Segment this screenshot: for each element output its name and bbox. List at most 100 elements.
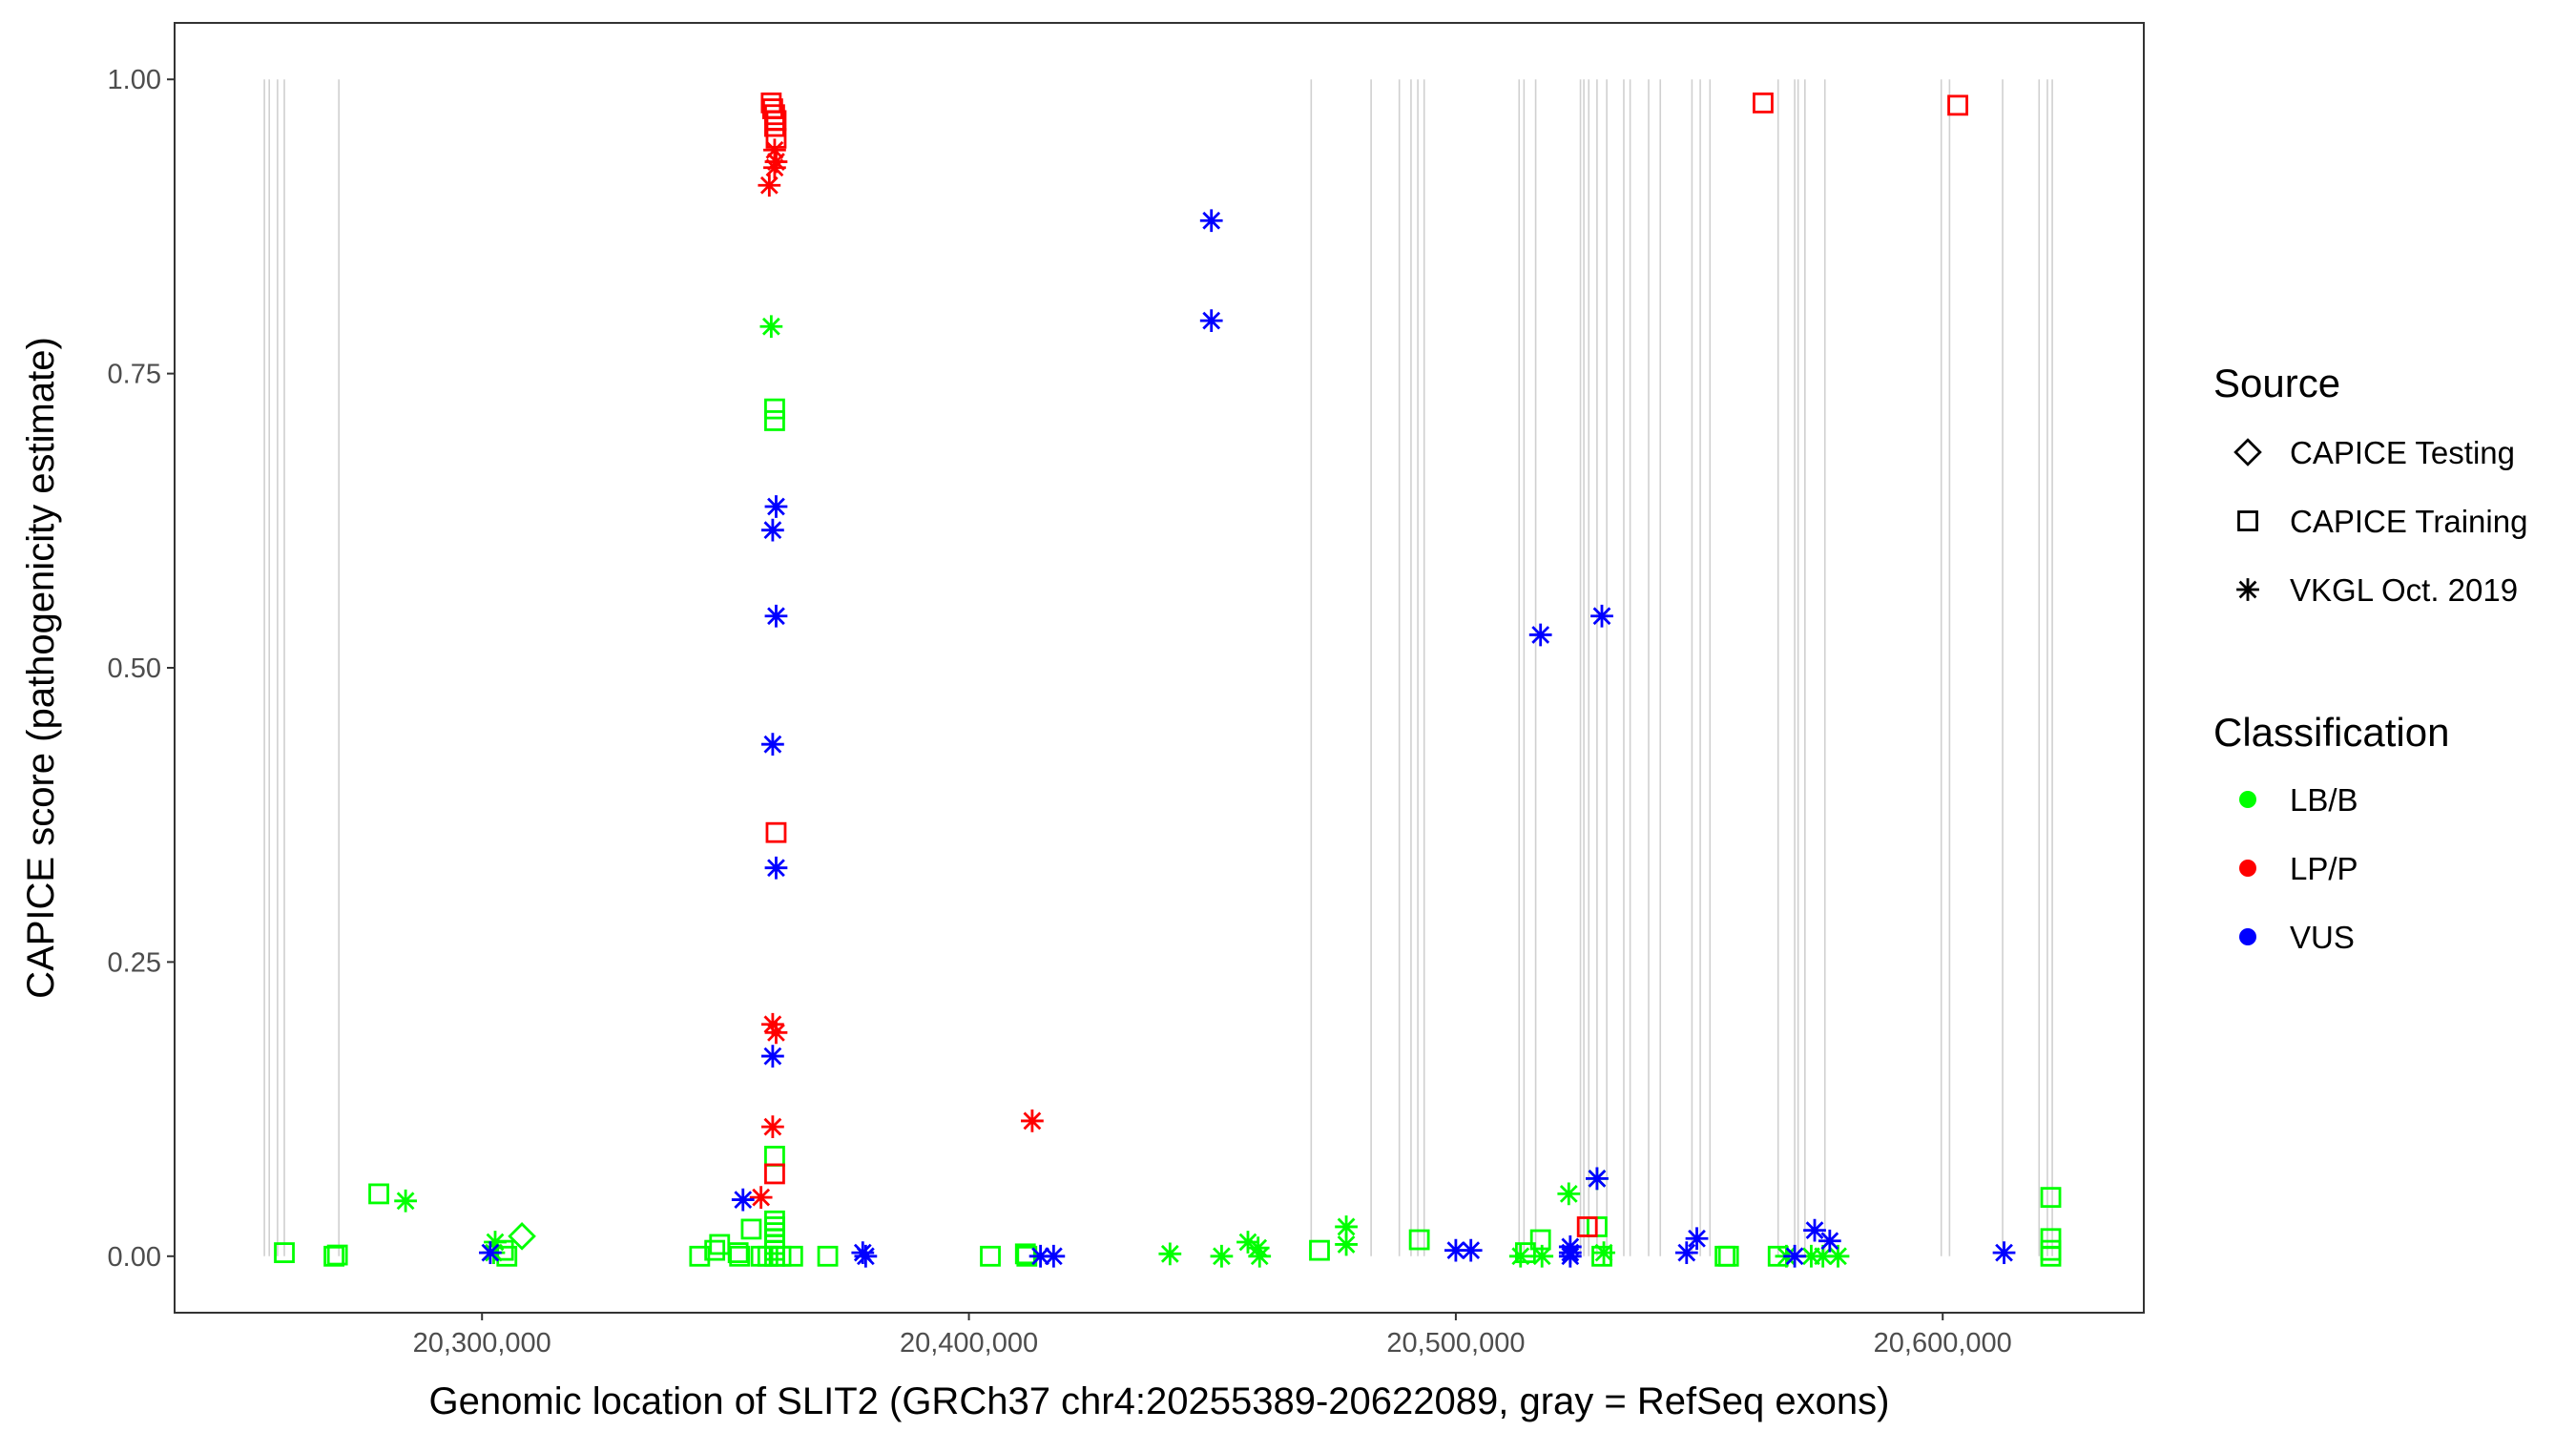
legend-classification-item: VUS [2290, 920, 2355, 955]
legend-source-item: CAPICE Testing [2290, 435, 2515, 470]
data-point-square [2040, 1187, 2062, 1209]
data-point-square [770, 1245, 792, 1267]
data-point-asterisk [749, 1186, 773, 1209]
data-point-asterisk [1592, 1241, 1615, 1264]
data-point-square [817, 1245, 839, 1267]
y-tick-label: 0.75 [108, 360, 161, 390]
data-point-square [2040, 1245, 2062, 1267]
data-point-asterisk [1674, 1241, 1698, 1264]
data-point-asterisk [479, 1241, 502, 1264]
data-point-square [727, 1242, 749, 1263]
data-point-asterisk [1335, 1233, 1358, 1256]
legend-classification-item: LP/P [2290, 851, 2358, 886]
data-point-asterisk [764, 150, 788, 174]
data-point-square [764, 410, 785, 431]
data-point-square [689, 1245, 711, 1267]
data-point-square [740, 1218, 762, 1240]
data-point-asterisk [484, 1231, 507, 1254]
data-point-square [764, 398, 785, 420]
legend-classification-item: LB/B [2290, 782, 2358, 818]
data-point-square [1947, 94, 1968, 116]
data-point-asterisk [1199, 309, 1223, 332]
legend-dot-icon [2239, 928, 2256, 945]
data-point-asterisk [1992, 1241, 2016, 1264]
data-point-asterisk [761, 1045, 784, 1068]
data-point-asterisk [763, 156, 786, 179]
x-tick-label: 20,400,000 [900, 1328, 1038, 1358]
data-point-diamond [508, 1222, 536, 1251]
legend-dot-icon [2239, 860, 2256, 877]
data-point-asterisk [1042, 1244, 1066, 1268]
data-point-asterisk [731, 1188, 755, 1212]
data-point-asterisk [1803, 1218, 1826, 1242]
data-point-square [729, 1245, 751, 1267]
data-point-asterisk [1459, 1238, 1483, 1262]
legend-source-item: CAPICE Training [2290, 504, 2527, 539]
legend-source-item: VKGL Oct. 2019 [2290, 572, 2518, 608]
data-point-asterisk [1444, 1238, 1467, 1262]
data-point-asterisk [1685, 1227, 1709, 1251]
data-point-asterisk [764, 856, 788, 880]
data-point-asterisk [759, 315, 783, 339]
data-point-asterisk [1210, 1244, 1234, 1268]
data-point-asterisk [1246, 1236, 1270, 1260]
data-point-square [368, 1183, 389, 1205]
data-point-square [1717, 1245, 1739, 1267]
data-point-square [757, 1245, 779, 1267]
data-point-square [764, 1163, 785, 1185]
x-axis-title: Genomic location of SLIT2 (GRCh37 chr4:2… [429, 1380, 1890, 1422]
legend: Source CAPICE Testing CAPICE Training VKGL… [2213, 361, 2527, 955]
data-point-asterisk [854, 1244, 878, 1268]
y-tick-label: 1.00 [108, 65, 161, 95]
data-point-square [274, 1242, 295, 1263]
data-point-square [704, 1239, 726, 1261]
data-point-asterisk [1528, 623, 1552, 647]
data-point-asterisk [1248, 1244, 1272, 1268]
legend-asterisk-icon [2236, 578, 2259, 601]
data-point-asterisk [1818, 1229, 1841, 1253]
data-point-asterisk [1236, 1231, 1259, 1254]
data-point-square [1309, 1239, 1330, 1261]
data-point-asterisk [761, 1115, 784, 1138]
data-point-asterisk [1508, 1244, 1532, 1268]
x-tick-label: 20,600,000 [1874, 1328, 2012, 1358]
y-tick-label: 0.00 [108, 1242, 161, 1273]
data-point-asterisk [761, 518, 784, 542]
data-point-asterisk [1028, 1244, 1052, 1268]
data-point-square [764, 104, 785, 126]
legend-square-icon [2237, 510, 2258, 531]
data-point-square [781, 1245, 803, 1267]
data-point-asterisk [761, 1012, 784, 1036]
data-point-asterisk [394, 1189, 417, 1213]
data-point-asterisk [1021, 1110, 1044, 1132]
data-point-asterisk [761, 733, 784, 757]
x-tick-label: 20,500,000 [1386, 1328, 1525, 1358]
data-point-square [980, 1245, 1001, 1267]
exon-lines [263, 79, 2053, 1256]
y-axis: 0.00 0.25 0.50 0.75 1.00 [108, 65, 175, 1273]
data-point-asterisk [764, 495, 788, 518]
data-point-asterisk [1530, 1244, 1554, 1268]
data-point-square [1408, 1229, 1430, 1251]
data-point-asterisk [1558, 1244, 1582, 1268]
data-point-asterisk [1811, 1244, 1835, 1268]
data-point-square [326, 1244, 348, 1266]
data-point-square [764, 115, 785, 137]
data-point-square [1591, 1245, 1612, 1267]
legend-classification-title: Classification [2213, 710, 2449, 755]
legend-dot-icon [2239, 791, 2256, 808]
data-point-asterisk [1799, 1244, 1823, 1268]
y-tick-label: 0.25 [108, 947, 161, 978]
data-point-asterisk [764, 604, 788, 628]
data-point-asterisk [1590, 604, 1613, 628]
data-point-asterisk [764, 1021, 788, 1045]
data-point-asterisk [1199, 209, 1223, 233]
legend-diamond-icon [2233, 438, 2262, 467]
x-axis: 20,300,000 20,400,000 20,500,000 20,600,000 [413, 1313, 2012, 1358]
y-tick-label: 0.50 [108, 653, 161, 684]
data-point-asterisk [1158, 1242, 1182, 1266]
data-point-asterisk [763, 138, 786, 162]
data-point-square [1753, 92, 1774, 114]
x-tick-label: 20,300,000 [413, 1328, 551, 1358]
